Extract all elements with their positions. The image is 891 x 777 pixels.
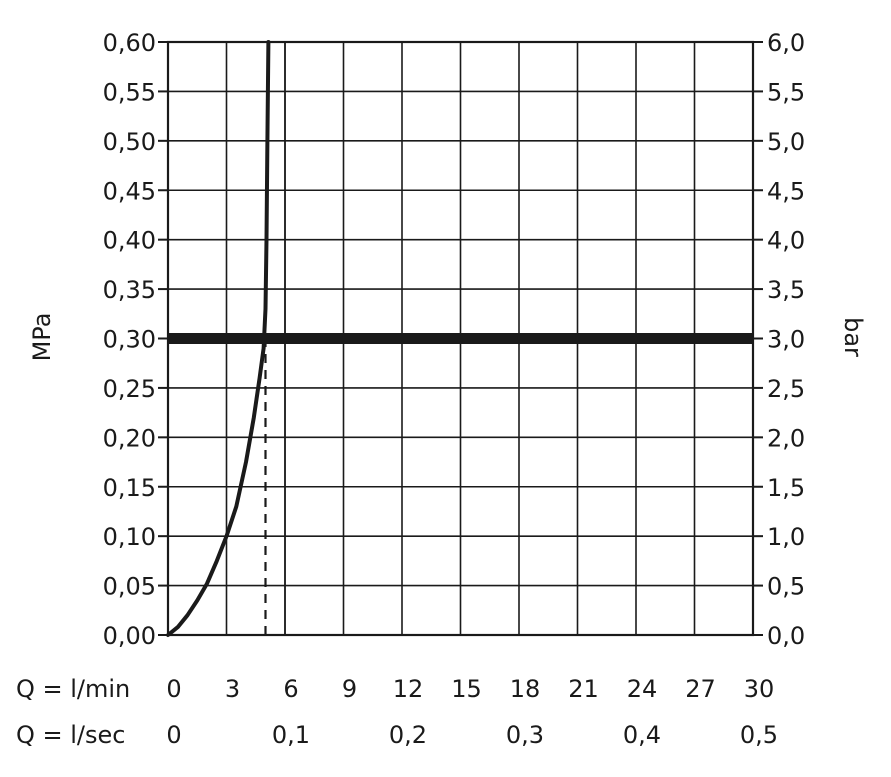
right-axis-tick-label: 3,5 xyxy=(767,276,805,304)
right-axis-tick-label: 3,0 xyxy=(767,326,805,354)
right-axis-tick-label: 2,5 xyxy=(767,375,805,403)
left-axis-tick-label: 0,30 xyxy=(103,326,156,354)
right-axis-tick-label: 4,0 xyxy=(767,227,805,255)
right-axis-tick-label: 0,5 xyxy=(767,573,805,601)
x-axis-lsec-tick-label: 0,3 xyxy=(506,721,544,749)
x-axis-lsec-tick-label: 0,2 xyxy=(389,721,427,749)
x-axis-lsec-tick-label: 0,1 xyxy=(272,721,310,749)
x-axis-lmin-tick-label: 6 xyxy=(283,675,298,703)
left-axis-tick-label: 0,20 xyxy=(103,424,156,452)
x-axis-lsec-tick-label: 0,4 xyxy=(623,721,661,749)
x-axis-lmin-tick-label: 0 xyxy=(166,675,181,703)
right-axis-tick-label: 0,0 xyxy=(767,622,805,650)
right-axis-tick-label: 1,5 xyxy=(767,474,805,502)
right-axis-tick-label: 6,0 xyxy=(767,29,805,57)
x-axis-lmin-tick-label: 18 xyxy=(510,675,541,703)
x-axis: 0 3 6 9 12 15 18 21 24 27 30 0 0,1 0,2 0,3 0,4 0,5 xyxy=(166,675,778,749)
x-axis-lmin-tick-label: 24 xyxy=(627,675,658,703)
right-axis-tick-label: 5,0 xyxy=(767,128,805,156)
right-axis-title: bar xyxy=(839,317,867,357)
x-axis-lmin-tick-label: 27 xyxy=(685,675,716,703)
left-axis-tick-label: 0,40 xyxy=(103,227,156,255)
left-axis-tick-label: 0,00 xyxy=(103,622,156,650)
left-axis-tick-label: 0,60 xyxy=(103,29,156,57)
left-axis-tick-label: 0,55 xyxy=(103,78,156,106)
series xyxy=(166,40,271,637)
right-axis-tick-label: 1,0 xyxy=(767,523,805,551)
left-axis-tick-label: 0,45 xyxy=(103,177,156,205)
left-axis-tick-label: 0,25 xyxy=(103,375,156,403)
x-axis-lsec-tick-label: 0,5 xyxy=(740,721,778,749)
x-axis-lmin-tick-label: 9 xyxy=(342,675,357,703)
left-axis-tick-label: 0,15 xyxy=(103,474,156,502)
left-axis-tick-label: 0,50 xyxy=(103,128,156,156)
x-axis-lsec-tick-label: 0 xyxy=(166,721,181,749)
left-axis-tick-label: 0,35 xyxy=(103,276,156,304)
x-axis-lsec-title: Q = l/sec xyxy=(16,721,125,749)
x-axis-lmin-tick-label: 21 xyxy=(568,675,599,703)
x-axis-lmin-tick-label: 3 xyxy=(225,675,240,703)
x-axis-lmin-tick-label: 12 xyxy=(393,675,424,703)
left-axis-tick-label: 0,05 xyxy=(103,573,156,601)
x-axis-lmin-title: Q = l/min xyxy=(16,675,130,703)
right-axis: 0,0 0,5 1,0 1,5 2,0 2,5 3,0 3,5 4,0 4,5 5,0 5,5 6,0 xyxy=(753,29,805,650)
left-axis-title: MPa xyxy=(28,313,56,362)
left-axis: 0,00 0,05 0,10 0,15 0,20 0,25 0,30 0,35 0,40 0,45… xyxy=(103,29,168,650)
right-axis-tick-label: 2,0 xyxy=(767,424,805,452)
right-axis-tick-label: 4,5 xyxy=(767,177,805,205)
series-line xyxy=(166,40,271,637)
left-axis-tick-label: 0,10 xyxy=(103,523,156,551)
x-axis-lmin-tick-label: 15 xyxy=(451,675,482,703)
x-axis-lmin-tick-label: 30 xyxy=(744,675,775,703)
right-axis-tick-label: 5,5 xyxy=(767,78,805,106)
